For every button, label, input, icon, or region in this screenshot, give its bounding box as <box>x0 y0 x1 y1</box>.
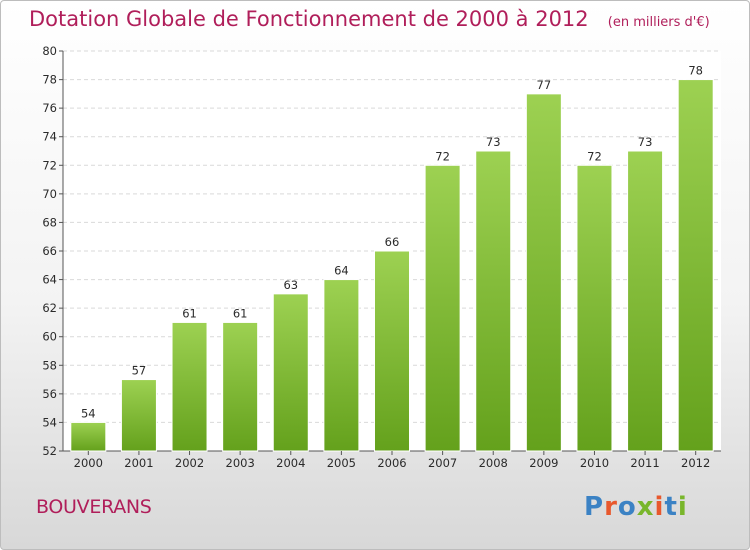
x-tick-label: 2000 <box>74 456 103 470</box>
bar <box>525 93 562 452</box>
x-tick-label: 2008 <box>479 456 508 470</box>
logo-letter: i <box>677 492 688 522</box>
bar-value-label: 57 <box>132 364 147 378</box>
y-tick-label: 68 <box>42 215 57 229</box>
bar <box>424 164 461 452</box>
y-tick-label: 60 <box>42 330 57 344</box>
y-tick-label: 76 <box>42 101 57 115</box>
y-tick-label: 80 <box>42 44 57 58</box>
bar-value-label: 72 <box>587 149 602 163</box>
bar <box>171 321 208 452</box>
y-tick-label: 56 <box>42 387 57 401</box>
y-tick-label: 52 <box>42 444 57 458</box>
y-tick-label: 70 <box>42 187 57 201</box>
logo-letter: i <box>654 492 665 522</box>
bar <box>475 150 512 452</box>
y-tick-label: 62 <box>42 301 57 315</box>
bar-value-label: 63 <box>283 278 298 292</box>
x-tick-label: 2006 <box>377 456 406 470</box>
y-tick-label: 58 <box>42 358 57 372</box>
bar-value-label: 61 <box>182 306 197 320</box>
bar <box>677 79 714 452</box>
logo-letter: t <box>664 492 678 522</box>
bar <box>576 164 613 452</box>
x-tick-label: 2007 <box>428 456 457 470</box>
x-tick-label: 2009 <box>529 456 558 470</box>
logo-letter: r <box>604 492 618 522</box>
bar <box>272 293 309 452</box>
chart-subtitle: (en milliers d'€) <box>607 15 710 30</box>
bar-value-label: 61 <box>233 306 248 320</box>
chart-title: Dotation Globale de Fonctionnement de 20… <box>29 7 589 31</box>
proxiti-logo: Proxiti <box>584 492 688 522</box>
y-tick-label: 54 <box>42 415 57 429</box>
commune-name: BOUVERANS <box>36 496 152 518</box>
y-tick-label: 66 <box>42 244 57 258</box>
x-tick-label: 2002 <box>175 456 204 470</box>
y-tick-label: 78 <box>42 73 57 87</box>
bar <box>70 421 107 452</box>
x-tick-label: 2005 <box>327 456 356 470</box>
x-tick-label: 2012 <box>681 456 710 470</box>
bar <box>323 279 360 452</box>
x-tick-label: 2003 <box>226 456 255 470</box>
logo-letter: x <box>636 492 655 522</box>
bar-value-label: 72 <box>435 149 450 163</box>
bar-value-label: 73 <box>486 135 501 149</box>
bar <box>374 250 410 452</box>
y-tick-label: 74 <box>42 130 57 144</box>
x-tick-label: 2001 <box>124 456 153 470</box>
bar-value-label: 54 <box>81 406 96 420</box>
bar-value-label: 66 <box>385 235 400 249</box>
bar <box>627 150 664 452</box>
bar-value-label: 64 <box>334 264 349 278</box>
x-tick-label: 2011 <box>630 456 659 470</box>
x-tick-label: 2010 <box>580 456 609 470</box>
title-row: Dotation Globale de Fonctionnement de 20… <box>29 7 710 31</box>
y-tick-label: 72 <box>42 158 57 172</box>
logo-letter: P <box>584 492 605 522</box>
bar-value-label: 78 <box>688 64 703 78</box>
bar <box>120 379 157 452</box>
y-tick-label: 64 <box>42 273 57 287</box>
bar <box>222 321 259 452</box>
x-tick-label: 2004 <box>276 456 305 470</box>
logo-letter: o <box>617 492 637 522</box>
bar-value-label: 77 <box>537 78 552 92</box>
bar-value-label: 73 <box>638 135 653 149</box>
